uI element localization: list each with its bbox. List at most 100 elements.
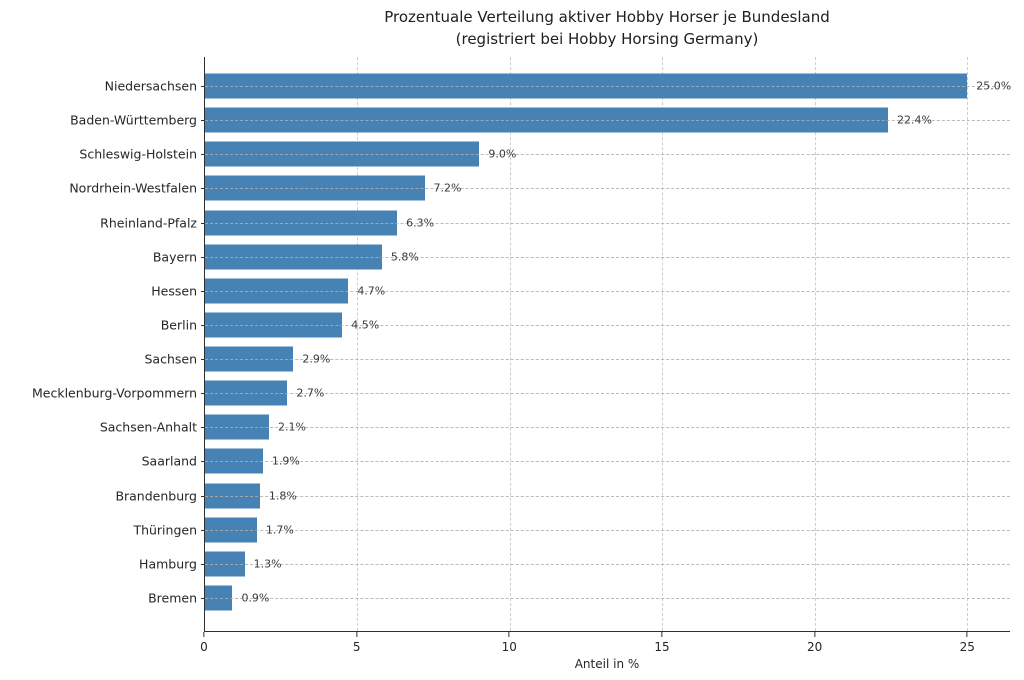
x-gridline [509, 57, 511, 631]
bar-row: Brandenburg 1.8% [115, 479, 1010, 513]
x-gridline [662, 57, 664, 631]
x-gridline [357, 57, 359, 631]
value-label: 1.7% [265, 523, 294, 537]
y-gridline [205, 256, 1010, 258]
category-label: Nordrhein-Westfalen [69, 180, 197, 196]
value-label: 2.9% [302, 352, 331, 366]
plot-area: Niedersachsen 25.0% Baden-Württemberg 22.4%… [32, 57, 1012, 632]
category-label: Schleswig-Holstein [79, 146, 197, 162]
y-tick-mark [201, 461, 205, 463]
y-tick-mark [201, 222, 205, 224]
x-tick-mark [966, 632, 968, 637]
chart-title-line1: Prozentuale Verteilung aktiver Hobby Hor… [384, 8, 830, 26]
category-label: Mecklenburg-Vorpommern [32, 385, 197, 401]
chart-title-line2: (registriert bei Hobby Horsing Germany) [455, 30, 759, 48]
x-tick-label: 5 [352, 640, 361, 654]
y-gridline [205, 427, 1010, 429]
x-tick-mark [813, 632, 815, 637]
value-label: 25.0% [976, 79, 1012, 93]
y-tick-mark [201, 154, 205, 156]
bar-row: Berlin 4.5% [161, 308, 1010, 342]
y-tick-mark [201, 563, 205, 565]
x-tick-mark [508, 632, 510, 637]
value-label: 4.5% [351, 318, 380, 332]
x-tick-label: 25 [959, 640, 975, 654]
y-gridline [205, 290, 1010, 292]
y-gridline [205, 120, 1010, 122]
bar-row: Bayern 5.8% [153, 240, 1010, 274]
y-tick-mark [201, 290, 205, 292]
category-label: Berlin [160, 317, 197, 333]
value-label: 7.2% [433, 181, 462, 195]
y-tick-mark [201, 495, 205, 497]
x-tick-mark [661, 632, 663, 637]
category-label: Hessen [151, 283, 197, 299]
y-tick-mark [201, 597, 205, 599]
value-label: 9.0% [488, 147, 517, 161]
value-label: 1.8% [268, 489, 297, 503]
y-gridline [205, 529, 1010, 531]
bar-row: Nordrhein-Westfalen 7.2% [69, 171, 1010, 205]
y-tick-mark [201, 427, 205, 429]
category-label: Bayern [152, 249, 197, 265]
y-tick-mark [201, 324, 205, 326]
x-axis: 0 5 10 15 20 25 [200, 632, 1010, 658]
bar-row: Rheinland-Pfalz 6.3% [100, 206, 1010, 240]
y-gridline [205, 597, 1010, 599]
category-label: Saarland [141, 453, 197, 469]
bar-row: Saarland 1.9% [142, 444, 1010, 478]
y-tick-mark [201, 529, 205, 531]
chart-title: Prozentuale Verteilung aktiver Hobby Hor… [204, 6, 1010, 50]
bar-row: Hamburg 1.3% [139, 547, 1010, 581]
value-label: 22.4% [897, 113, 932, 127]
bar-rows: Niedersachsen 25.0% Baden-Württemberg 22.4%… [32, 57, 1012, 631]
bar-row: Mecklenburg-Vorpommern 2.7% [32, 376, 1010, 410]
x-tick-mark [203, 632, 205, 637]
y-tick-mark [201, 188, 205, 190]
x-gridline [967, 57, 969, 631]
value-label: 2.7% [296, 386, 325, 400]
y-gridline [205, 359, 1010, 361]
category-label: Baden-Württemberg [70, 112, 197, 128]
y-gridline [205, 563, 1010, 565]
bar-row: Thüringen 1.7% [133, 513, 1010, 547]
value-label: 2.1% [278, 420, 306, 434]
x-tick-label: 0 [200, 640, 208, 654]
value-label: 1.3% [253, 557, 282, 571]
category-label: Hamburg [139, 556, 197, 572]
y-gridline [205, 188, 1010, 190]
y-tick-mark [201, 359, 205, 361]
bar-row: Niedersachsen 25.0% [105, 69, 1012, 103]
y-tick-mark [201, 120, 205, 122]
category-label: Sachsen-Anhalt [99, 419, 197, 435]
bar-row: Baden-Württemberg 22.4% [70, 103, 1010, 137]
y-tick-mark [201, 256, 205, 258]
bar-row: Schleswig-Holstein 9.0% [79, 137, 1010, 171]
category-label: Brandenburg [115, 488, 197, 504]
value-label: 5.8% [390, 250, 419, 264]
y-tick-mark [201, 393, 205, 395]
bar-row: Bremen 0.9% [148, 581, 1010, 615]
value-label: 0.9% [241, 591, 270, 605]
y-tick-mark [201, 86, 205, 88]
y-gridline [205, 154, 1010, 156]
x-tick-mark [355, 632, 357, 637]
category-label: Thüringen [133, 522, 197, 538]
bar-row: Hessen 4.7% [151, 274, 1010, 308]
y-gridline [205, 324, 1010, 326]
y-gridline [205, 495, 1010, 497]
x-tick-label: 20 [806, 640, 823, 654]
x-gridlines [205, 57, 1010, 631]
x-tick-label: 10 [501, 640, 517, 654]
category-label: Sachsen [144, 351, 197, 367]
x-axis-label: Anteil in % [574, 657, 640, 671]
bar-row: Sachsen 2.9% [144, 342, 1010, 376]
value-label: 6.3% [406, 216, 435, 230]
bar-row: Sachsen-Anhalt 2.1% [100, 410, 1010, 444]
y-gridline [205, 393, 1010, 395]
category-label: Niedersachsen [104, 78, 197, 94]
x-tick-label: 15 [654, 640, 670, 654]
value-label: 4.7% [357, 284, 386, 298]
y-gridline [205, 222, 1010, 224]
value-label: 1.9% [271, 454, 300, 468]
